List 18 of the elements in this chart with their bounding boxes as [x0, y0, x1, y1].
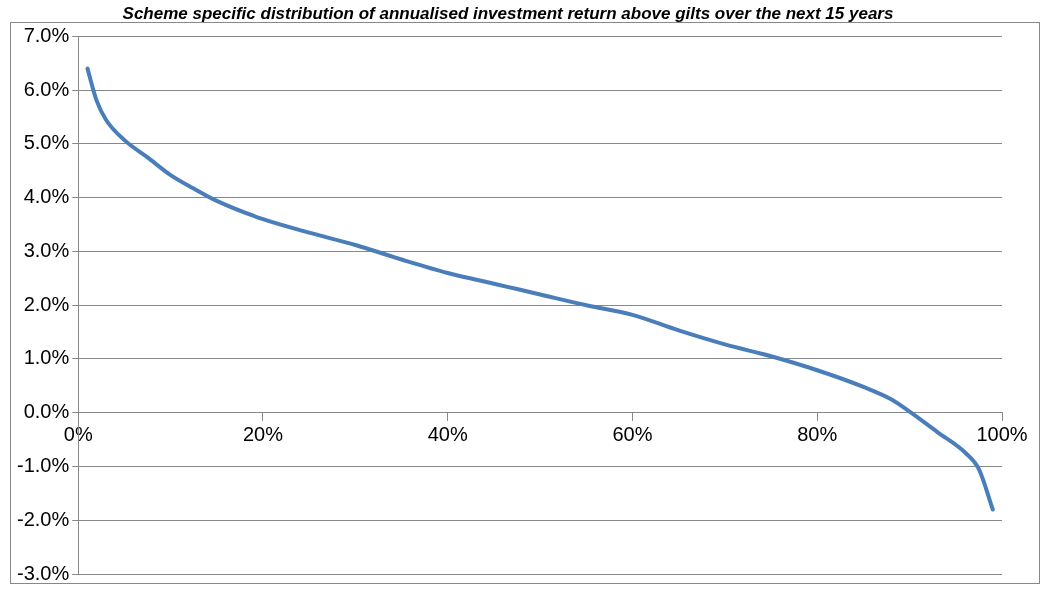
x-tick-label: 100% — [976, 423, 1028, 446]
y-tick-label: 0.0% — [23, 400, 70, 423]
y-tick-label: 6.0% — [23, 77, 70, 100]
y-tick-label: -3.0% — [17, 561, 70, 584]
y-tick-label: -1.0% — [17, 454, 70, 476]
x-tick-label: 60% — [612, 423, 653, 446]
x-tick-label: 80% — [797, 423, 838, 446]
x-tick-label: 0% — [63, 423, 93, 446]
chart-title: Scheme specific distribution of annualised investment return above gilts over the next 15 years — [122, 3, 894, 23]
y-tick-label: 5.0% — [23, 131, 70, 154]
x-tick-label: 20% — [242, 423, 284, 446]
y-tick-label: -2.0% — [17, 507, 70, 530]
y-tick-label: 1.0% — [23, 346, 70, 369]
y-tick-label: 3.0% — [23, 238, 70, 261]
y-tick-label: 4.0% — [23, 185, 70, 208]
y-tick-label: 7.0% — [23, 23, 70, 46]
x-tick-label: 40% — [427, 423, 468, 446]
y-tick-label: 2.0% — [23, 292, 70, 315]
